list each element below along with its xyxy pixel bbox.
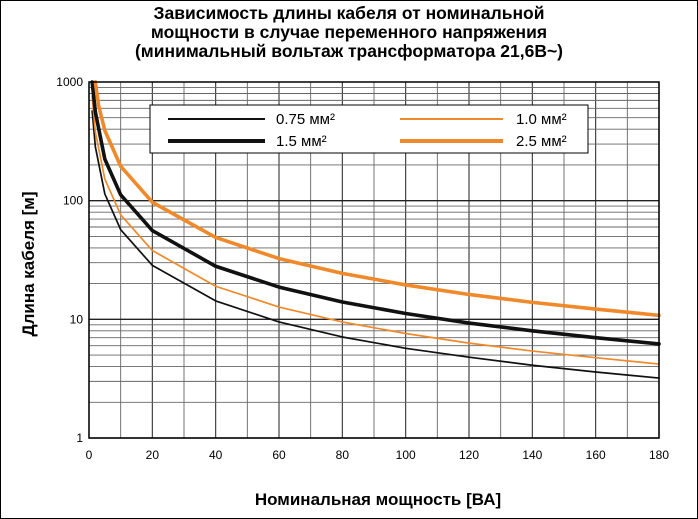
y-tick-label: 100 — [63, 194, 83, 208]
x-tick-label: 60 — [272, 448, 286, 462]
series-line-1 — [91, 110, 660, 379]
x-tick-label: 40 — [209, 448, 223, 462]
x-tick-label: 180 — [649, 448, 669, 462]
x-tick-labels: 0 20 40 60 80 100 120 140 160 180 — [86, 448, 670, 462]
y-axis-label: Длина кабеля [м] — [19, 191, 38, 336]
legend-label-4: 2.5 мм² — [516, 133, 567, 150]
x-tick-label: 160 — [586, 448, 606, 462]
x-tick-label: 100 — [396, 448, 416, 462]
plot-border — [88, 81, 660, 439]
y-tick-label: 1000 — [56, 75, 83, 89]
y-tick-label: 10 — [70, 312, 84, 326]
chart-title-line-3: (минимальный вольтаж трансформатора 21,6… — [134, 41, 564, 61]
series-group — [90, 80, 661, 379]
chart-title-line-1: Зависимость длины кабеля от номинальной — [153, 3, 545, 23]
x-tick-label: 80 — [336, 448, 350, 462]
legend-label-1: 0.75 мм² — [276, 111, 335, 128]
series-line-2 — [91, 95, 660, 365]
x-tick-label: 20 — [146, 448, 160, 462]
chart-title-line-2: мощности в случае переменного напряжения — [150, 22, 548, 42]
x-tick-label: 120 — [459, 448, 479, 462]
chart-title: Зависимость длины кабеля от номинальной … — [0, 4, 698, 61]
y-tick-labels: 1 10 100 1000 — [56, 75, 83, 445]
legend-label-2: 1.0 мм² — [516, 111, 567, 128]
x-axis-label: Номинальная мощность [ВА] — [255, 490, 501, 509]
series-line-3 — [90, 80, 661, 346]
x-tick-label: 140 — [522, 448, 542, 462]
series-line-4 — [93, 80, 661, 318]
legend-label-3: 1.5 мм² — [276, 133, 327, 150]
x-tick-label: 0 — [86, 448, 93, 462]
y-tick-label: 1 — [76, 431, 83, 445]
legend-box — [149, 104, 589, 154]
legend: 0.75 мм² 1.0 мм² 1.5 мм² 2.5 мм² — [149, 104, 589, 154]
